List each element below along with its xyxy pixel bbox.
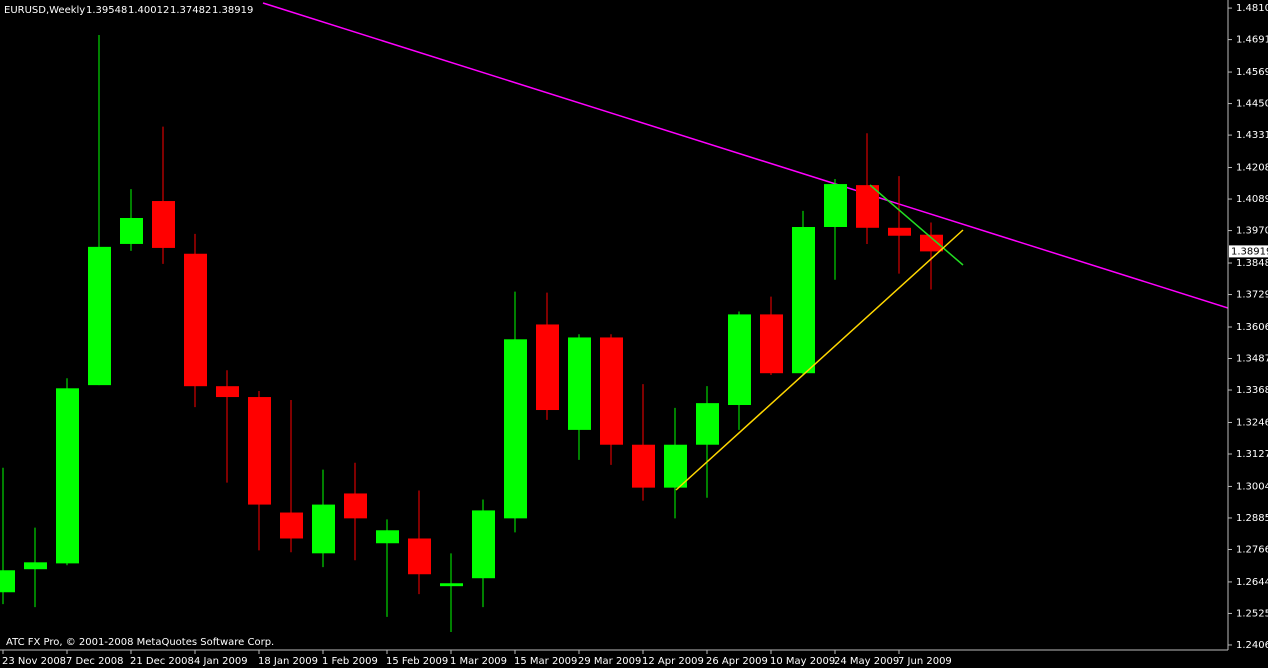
x-tick-label: 4 Jan 2009 (194, 656, 248, 667)
y-tick-label: 1.32460 (1236, 417, 1268, 428)
y-tick-label: 1.27665 (1236, 544, 1268, 555)
y-tick-label: 1.44500 (1236, 99, 1268, 110)
trend-line (675, 229, 964, 491)
candle-body (216, 386, 239, 398)
x-tick-label: 10 May 2009 (770, 656, 835, 667)
candle-body (664, 444, 687, 488)
candle-body (56, 388, 79, 564)
y-tick-label: 1.24060 (1236, 640, 1268, 651)
candle-body (632, 444, 655, 488)
y-tick-label: 1.30045 (1236, 481, 1268, 492)
candle-body (120, 217, 143, 244)
y-tick-label: 1.39705 (1236, 226, 1268, 237)
x-tick-label: 18 Jan 2009 (258, 656, 318, 667)
y-tick-label: 1.37290 (1236, 290, 1268, 301)
y-tick-label: 1.40895 (1236, 194, 1268, 205)
candle-body (248, 397, 271, 505)
candle-body (600, 337, 623, 445)
candle-body (24, 562, 47, 570)
x-tick-label: 15 Mar 2009 (514, 656, 577, 667)
candle-body (88, 246, 111, 386)
price-marker (1229, 245, 1268, 258)
y-tick-label: 1.34875 (1236, 354, 1268, 365)
candle-body (888, 227, 911, 236)
y-tick-label: 1.46915 (1236, 35, 1268, 46)
header-close: 1.38919 (212, 5, 253, 16)
x-tick-label: 21 Dec 2008 (130, 656, 194, 667)
footer: ATC FX Pro, © 2001-2008 MetaQuotes Softw… (6, 637, 274, 648)
candle-body (184, 253, 207, 387)
current-price: 1.38919 (1231, 246, 1268, 257)
candle-body (568, 337, 591, 430)
candle-body (856, 185, 879, 228)
header-high: 1.40012 (128, 5, 169, 16)
y-tick-label: 1.36065 (1236, 322, 1268, 333)
y-tick-label: 1.45690 (1236, 67, 1268, 78)
x-tick-label: 1 Feb 2009 (322, 656, 378, 667)
candle-body (728, 314, 751, 405)
y-tick-label: 1.48105 (1236, 3, 1268, 14)
candle-body (440, 583, 463, 587)
x-tick-label: 7 Dec 2008 (66, 656, 124, 667)
candle-body (152, 201, 175, 248)
y-tick-label: 1.42085 (1236, 163, 1268, 174)
plot-area (0, 2, 1228, 632)
y-tick-label: 1.28855 (1236, 513, 1268, 524)
overlay (675, 184, 964, 491)
y-tick-label: 1.25250 (1236, 608, 1268, 619)
candle-body (0, 570, 15, 593)
candle-body (376, 530, 399, 544)
candle-body (408, 538, 431, 575)
y-tick-label: 1.43310 (1236, 130, 1268, 141)
candle-body (760, 314, 783, 374)
chart-title: EURUSD,Weekly (4, 5, 85, 16)
x-tick-label: 26 Apr 2009 (706, 656, 768, 667)
y-tick-label: 1.38480 (1236, 258, 1268, 269)
candle-body (280, 512, 303, 539)
header-open: 1.39548 (86, 5, 127, 16)
y-tick-label: 1.33685 (1236, 385, 1268, 396)
x-tick-label: 12 Apr 2009 (642, 656, 704, 667)
candle-body (792, 226, 815, 374)
candle-body (344, 493, 367, 519)
x-tick-label: 15 Feb 2009 (386, 656, 448, 667)
x-tick-label: 29 Mar 2009 (578, 656, 641, 667)
x-tick-label: 23 Nov 2008 (2, 656, 66, 667)
candle-body (696, 403, 719, 445)
y-tick-label: 1.26440 (1236, 577, 1268, 588)
header-low: 1.37482 (170, 5, 211, 16)
candle-body (920, 234, 943, 252)
candle-body (536, 324, 559, 411)
trend-line (262, 2, 1228, 309)
candle-body (504, 339, 527, 519)
x-tick-label: 24 May 2009 (834, 656, 899, 667)
x-tick-label: 7 Jun 2009 (898, 656, 952, 667)
candle-body (312, 504, 335, 554)
trend-line (869, 184, 964, 266)
x-tick-label: 1 Mar 2009 (450, 656, 507, 667)
candle-body (472, 510, 495, 579)
candle-body (824, 184, 847, 227)
y-tick-label: 1.31270 (1236, 449, 1268, 460)
